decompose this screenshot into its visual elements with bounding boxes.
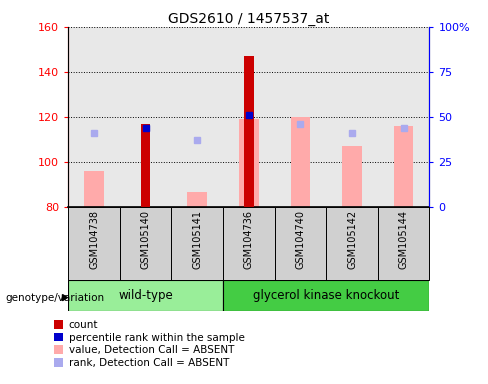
Title: GDS2610 / 1457537_at: GDS2610 / 1457537_at [168, 12, 329, 26]
Bar [244, 56, 254, 207]
Text: GSM105140: GSM105140 [141, 210, 151, 268]
Bar [68, 280, 223, 311]
Text: wild-type: wild-type [118, 289, 173, 302]
Text: GSM105144: GSM105144 [399, 210, 408, 268]
Legend: count, percentile rank within the sample, value, Detection Call = ABSENT, rank, : count, percentile rank within the sample… [54, 320, 244, 368]
Bar [378, 207, 429, 280]
Bar [68, 207, 120, 280]
Text: genotype/variation: genotype/variation [5, 293, 104, 303]
Text: glycerol kinase knockout: glycerol kinase knockout [253, 289, 400, 302]
Text: GSM105142: GSM105142 [347, 210, 357, 269]
Text: GSM104738: GSM104738 [89, 210, 99, 268]
Bar [171, 207, 223, 280]
Bar [187, 192, 207, 207]
Bar [239, 119, 259, 207]
Bar [394, 126, 413, 207]
Bar [84, 171, 104, 207]
Bar [141, 124, 150, 207]
Bar [291, 117, 310, 207]
Bar [223, 207, 275, 280]
Bar [275, 207, 326, 280]
Bar [342, 146, 362, 207]
Text: GSM104736: GSM104736 [244, 210, 254, 268]
Polygon shape [62, 295, 67, 301]
Text: GSM104740: GSM104740 [295, 210, 305, 268]
Bar [120, 207, 171, 280]
Bar [223, 280, 429, 311]
Text: GSM105141: GSM105141 [192, 210, 203, 268]
Bar [326, 207, 378, 280]
